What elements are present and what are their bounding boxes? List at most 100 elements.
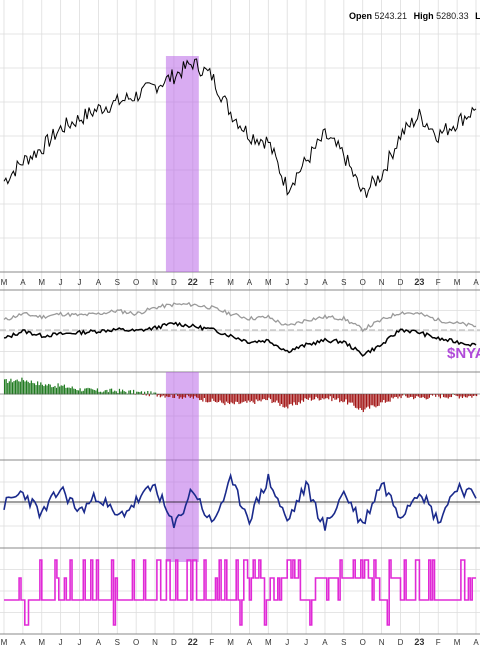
advance-decline-bar [474, 394, 476, 396]
advance-decline-bar [416, 394, 418, 397]
oscillator-line [3, 472, 477, 531]
advance-decline-bar [389, 394, 391, 402]
breadth-lower-line [3, 321, 477, 357]
quote-header: Open 5243.21 High 5280.33 Lo [349, 11, 480, 21]
advance-decline-bar [8, 381, 10, 395]
advance-decline-bar [232, 394, 234, 404]
price-line [3, 58, 477, 198]
advance-decline-bar [320, 394, 322, 400]
advance-decline-bar [255, 394, 257, 400]
advance-decline-bar [260, 394, 262, 402]
advance-decline-bar [288, 394, 290, 405]
advance-decline-bar [302, 394, 305, 402]
x-tick-label: J [285, 278, 289, 287]
advance-decline-bar [398, 394, 401, 397]
advance-decline-bar [88, 388, 91, 395]
advance-decline-bar [284, 394, 286, 408]
advance-decline-bar [458, 394, 460, 399]
x-tick-label: O [360, 638, 366, 647]
advance-decline-bar [370, 394, 372, 406]
advance-decline-bar [148, 394, 150, 397]
advance-decline-bar [306, 394, 308, 400]
advance-decline-bar [235, 394, 237, 402]
advance-decline-bar [104, 390, 106, 395]
advance-decline-bar [129, 390, 132, 395]
advance-decline-bar [233, 394, 235, 405]
advance-decline-bar [343, 394, 346, 402]
advance-decline-bar [15, 380, 17, 395]
advance-decline-bar [420, 394, 423, 398]
x-tick-label: M [265, 638, 272, 647]
advance-decline-bar [227, 394, 229, 404]
advance-decline-bar [159, 394, 161, 398]
x-tick-label: D [171, 278, 177, 287]
x-tick-label: 22 [188, 277, 198, 287]
advance-decline-bar [315, 394, 317, 397]
advance-decline-bar [246, 394, 248, 403]
advance-decline-bar [144, 391, 146, 395]
x-tick-label: O [133, 278, 139, 287]
advance-decline-bar [269, 394, 272, 400]
advance-decline-bar [41, 384, 43, 395]
advance-decline-bar [318, 394, 320, 401]
advance-decline-bar [345, 394, 347, 400]
advance-decline-bar [362, 394, 364, 413]
advance-decline-bar [417, 394, 419, 397]
advance-decline-bar [331, 394, 333, 402]
advance-decline-bar [153, 392, 155, 395]
advance-decline-bar [24, 381, 26, 395]
advance-decline-bar [188, 394, 190, 397]
advance-decline-bar [334, 394, 336, 400]
advance-decline-bar [346, 394, 349, 405]
advance-decline-bar [11, 382, 14, 395]
advance-decline-bar [178, 394, 180, 399]
advance-decline-bar [413, 394, 415, 400]
x-tick-label: A [20, 278, 26, 287]
advance-decline-bar [109, 388, 111, 395]
advance-decline-bar [464, 394, 467, 398]
x-tick-label: D [398, 638, 404, 647]
advance-decline-bar [296, 394, 298, 406]
signal-line [4, 559, 476, 626]
advance-decline-bar [103, 391, 105, 395]
advance-decline-bar [280, 394, 283, 405]
advance-decline-bar [118, 388, 121, 395]
advance-decline-bar [202, 394, 204, 402]
advance-decline-bar [219, 394, 221, 401]
open-value: 5243.21 [374, 11, 408, 21]
x-tick-label: M [1, 638, 8, 647]
advance-decline-bar [70, 388, 72, 395]
advance-decline-bar [19, 381, 21, 395]
advance-decline-bar [166, 394, 168, 397]
advance-decline-bar [323, 394, 325, 400]
advance-decline-bar [435, 394, 437, 397]
advance-decline-bar [279, 394, 281, 406]
advance-decline-bar [238, 394, 240, 405]
advance-decline-bar [134, 394, 136, 395]
advance-decline-bar [191, 394, 193, 397]
advance-decline-bar [29, 383, 31, 395]
advance-decline-bar [476, 394, 478, 397]
advance-decline-bar [177, 394, 179, 397]
advance-decline-bar [439, 394, 442, 399]
advance-decline-bar [33, 383, 36, 395]
advance-decline-bar [180, 394, 182, 398]
advance-decline-bar [57, 383, 59, 395]
x-tick-label: D [398, 278, 404, 287]
advance-decline-bar [364, 394, 366, 410]
advance-decline-bar [328, 394, 330, 400]
advance-decline-bar [189, 394, 191, 398]
advance-decline-bar [123, 391, 125, 395]
advance-decline-bar [414, 394, 416, 399]
x-tick-label: S [115, 278, 120, 287]
x-tick-label: A [322, 278, 328, 287]
advance-decline-bar [203, 394, 206, 398]
advance-decline-bar [216, 394, 218, 403]
x-tick-label: D [171, 638, 177, 647]
advance-decline-bar [87, 387, 89, 395]
advance-decline-bar [35, 385, 37, 395]
advance-decline-bar [112, 391, 114, 395]
x-tick-label: M [454, 638, 461, 647]
advance-decline-bar [68, 387, 70, 395]
x-tick-label: A [96, 278, 102, 287]
